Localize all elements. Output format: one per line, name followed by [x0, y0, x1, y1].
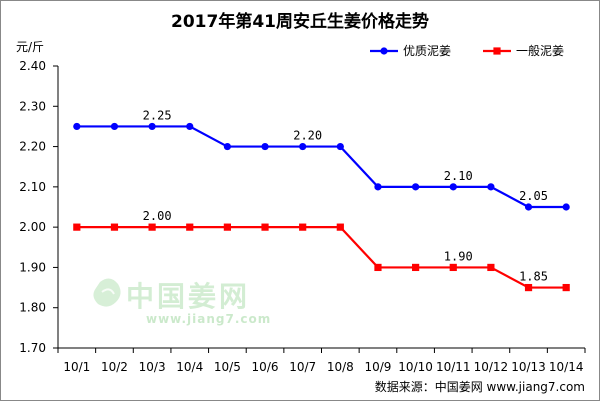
- data-point-marker: [261, 142, 269, 151]
- x-tick-label: 10/5: [214, 360, 241, 374]
- legend-item: 优质泥姜: [370, 44, 451, 58]
- series-1: 2.25 2.20 2.10 2.05: [73, 108, 570, 211]
- data-point-marker: [186, 122, 194, 131]
- x-tick-label: 10/1: [63, 360, 90, 374]
- y-tick-label: 1.70: [19, 341, 46, 355]
- data-label: 1.90: [444, 249, 473, 263]
- x-tick-label: 10/14: [549, 360, 584, 374]
- data-point-marker: [336, 223, 344, 231]
- legend-item: 一般泥姜: [483, 43, 564, 58]
- data-point-marker: [449, 263, 457, 272]
- y-tick-label: 1.90: [19, 260, 46, 274]
- data-point-marker: [223, 223, 231, 231]
- data-point-marker: [562, 283, 570, 292]
- data-point-marker: [186, 223, 194, 231]
- data-point-marker: [487, 263, 495, 272]
- y-tick-label: 2.00: [19, 220, 46, 234]
- data-point-marker: [374, 263, 382, 272]
- data-label: 2.20: [293, 129, 322, 143]
- data-label: 2.10: [444, 169, 473, 183]
- series-line: [76, 226, 567, 289]
- x-tick-label: 10/6: [252, 360, 279, 374]
- legend-label: 优质泥姜: [403, 44, 451, 58]
- data-point-marker: [449, 183, 457, 191]
- data-label: 1.85: [519, 270, 548, 284]
- x-tick-label: 10/2: [101, 360, 128, 374]
- data-point-marker: [299, 142, 307, 151]
- x-tick-label: 10/12: [474, 360, 509, 374]
- x-tick-label: 10/10: [398, 360, 433, 374]
- watermark-url-text: www.jiang7.com: [146, 312, 271, 326]
- data-label: 2.05: [519, 189, 548, 203]
- data-point-marker: [110, 122, 119, 131]
- data-point-marker: [299, 223, 307, 231]
- y-tick-label: 1.80: [19, 301, 46, 315]
- y-axis-unit-label: 元/斤: [16, 40, 44, 54]
- data-point-marker: [261, 223, 269, 231]
- data-point-marker: [73, 223, 81, 231]
- x-tick-label: 10/3: [139, 360, 166, 374]
- data-point-marker: [487, 183, 495, 191]
- data-point-marker: [412, 183, 420, 191]
- y-tick-label: 2.40: [19, 59, 46, 73]
- x-tick-label: 10/8: [327, 360, 354, 374]
- data-point-marker: [223, 142, 231, 151]
- x-tick-label: 10/13: [511, 360, 546, 374]
- watermark-logo-text: 中国姜网: [126, 280, 250, 313]
- y-tick-label: 2.20: [19, 140, 46, 154]
- data-point-marker: [412, 263, 420, 272]
- data-point-marker: [110, 223, 119, 231]
- data-point-marker: [524, 283, 533, 292]
- chart-title: 2017年第41周安丘生姜价格走势: [171, 11, 429, 32]
- watermark-logo: 中国姜网 www.jiang7.com: [93, 278, 271, 326]
- data-point-marker: [374, 183, 382, 191]
- y-tick-label: 2.10: [19, 180, 46, 194]
- data-point-marker: [562, 203, 570, 211]
- data-source-text: 数据来源：中国姜网 www.jiang7.com: [375, 379, 585, 394]
- data-point-marker: [148, 122, 156, 131]
- legend-marker: [493, 47, 501, 55]
- data-point-marker: [336, 142, 344, 151]
- legend-marker: [380, 47, 388, 55]
- series-layer: 2.25 2.20 2.10 2.05 2.00 1.90 1.85: [73, 108, 570, 292]
- data-point-marker: [524, 203, 533, 211]
- x-tick-label: 10/7: [289, 360, 316, 374]
- series-line: [76, 125, 567, 209]
- ginger-logo-icon: [93, 278, 121, 307]
- data-label: 2.00: [143, 209, 172, 223]
- legend-label: 一般泥姜: [516, 43, 564, 58]
- series-2: 2.00 1.90 1.85: [73, 209, 570, 292]
- y-tick-label: 2.30: [19, 99, 46, 113]
- x-tick-label: 10/9: [364, 360, 391, 374]
- x-tick-label: 10/11: [436, 360, 471, 374]
- data-point-marker: [148, 223, 156, 231]
- axes: 1.70 1.80 1.90 2.00 2.10 2.20 2.30 2.40 10/1 10/2…: [19, 59, 586, 374]
- x-tick-label: 10/4: [176, 360, 203, 374]
- data-point-marker: [73, 122, 81, 131]
- data-label: 2.25: [143, 108, 172, 122]
- legend: 优质泥姜 一般泥姜: [370, 43, 564, 58]
